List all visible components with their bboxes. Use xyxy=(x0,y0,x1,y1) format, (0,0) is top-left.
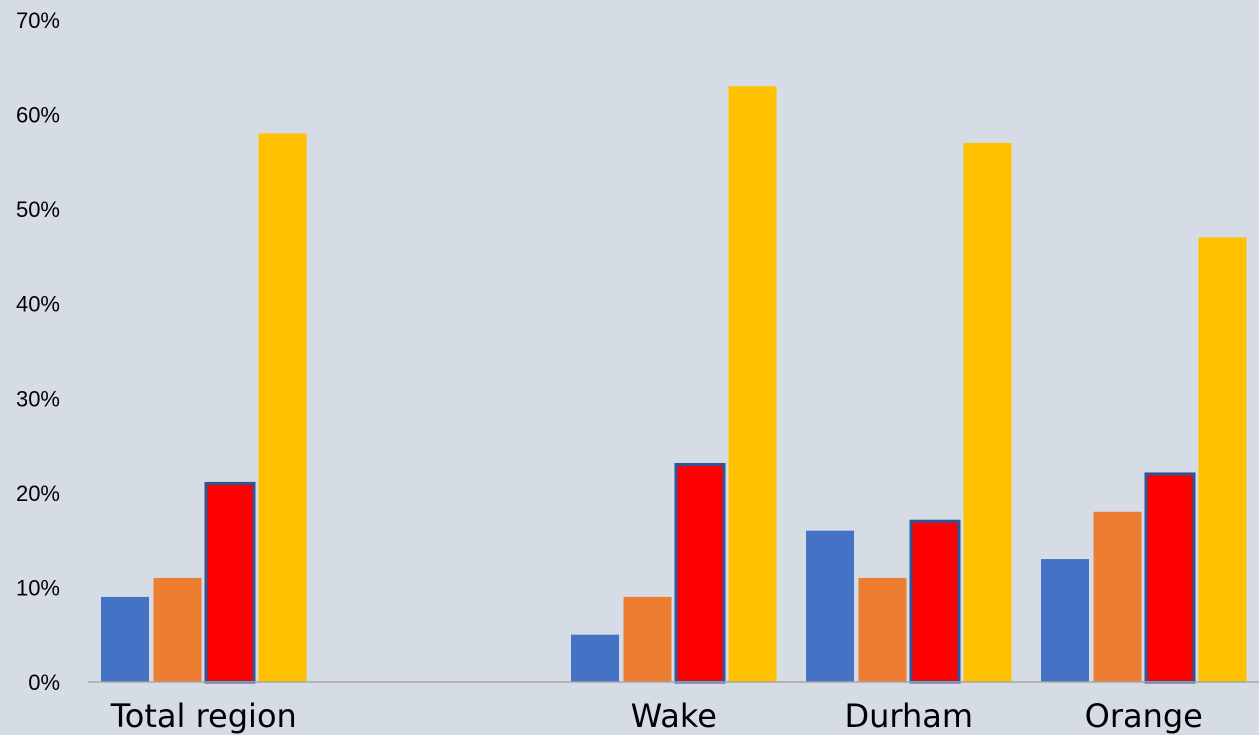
x-category-label: Orange xyxy=(1085,697,1203,735)
bar-orange-s1 xyxy=(1041,559,1089,682)
y-tick-label: 40% xyxy=(16,292,60,317)
x-axis-labels: Total region Wake Durham Orange xyxy=(110,697,1203,735)
bar-total-region-s3 xyxy=(204,481,256,684)
bar-durham-s3 xyxy=(909,519,961,684)
y-tick-label: 70% xyxy=(16,8,60,33)
bar-wake-s1 xyxy=(571,634,619,682)
y-tick-label: 60% xyxy=(16,103,60,128)
x-category-label: Wake xyxy=(631,697,717,735)
bar-orange-s2 xyxy=(1093,511,1142,682)
bar-total-region-s4 xyxy=(258,133,307,682)
y-axis-ticks: 0% 10% 20% 30% 40% 50% 60% 70% xyxy=(16,8,60,695)
y-tick-label: 0% xyxy=(28,670,60,695)
bar-orange-s3 xyxy=(1144,472,1196,684)
bar-total-region-s1 xyxy=(101,596,149,682)
bar-wake-s2 xyxy=(623,596,672,682)
bar-durham-s2 xyxy=(858,577,907,682)
x-category-label: Total region xyxy=(110,697,297,735)
bar-orange-s4 xyxy=(1198,237,1247,682)
bar-total-region-s2 xyxy=(153,577,202,682)
y-tick-label: 20% xyxy=(16,481,60,506)
bar-durham-s1 xyxy=(806,530,854,682)
bar-wake-s3 xyxy=(674,462,726,684)
bars xyxy=(101,86,1247,684)
x-category-label: Durham xyxy=(844,697,973,735)
y-tick-label: 10% xyxy=(16,575,60,600)
bar-durham-s4 xyxy=(963,142,1012,682)
y-tick-label: 30% xyxy=(16,386,60,411)
y-tick-label: 50% xyxy=(16,197,60,222)
bar-wake-s4 xyxy=(728,86,777,682)
